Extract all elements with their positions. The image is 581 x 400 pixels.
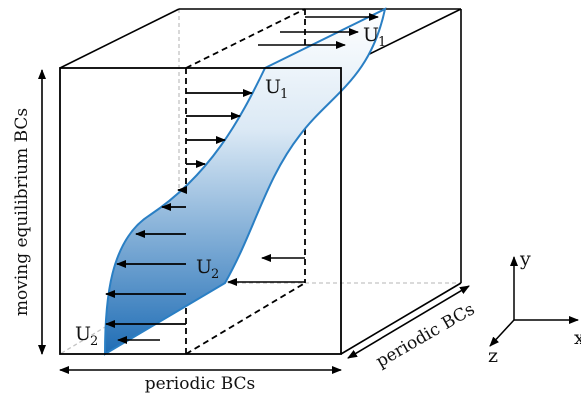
svg-text:U: U: [196, 256, 212, 278]
velocity-label-u1-front: U 1: [265, 76, 288, 102]
velocity-label-u2-back: U 2: [196, 256, 219, 282]
svg-text:1: 1: [280, 87, 288, 102]
cube-front-face: [59, 67, 342, 355]
svg-text:U: U: [363, 24, 379, 46]
velocity-profile-sheet: [103, 7, 387, 356]
front-velocity-arrows: [105, 89, 253, 328]
svg-text:U: U: [265, 76, 281, 98]
back-velocity-arrows: [117, 13, 379, 344]
coordinate-axes: [489, 256, 579, 347]
z-axis-label: z: [488, 345, 498, 367]
velocity-label-u2-front: U 2: [75, 323, 98, 349]
z-axis: [489, 319, 515, 347]
x-axis-label: x: [574, 327, 581, 349]
depth-bc-arrow: [347, 285, 470, 359]
svg-text:1: 1: [378, 35, 386, 50]
svg-text:2: 2: [211, 267, 219, 282]
depth-bc-label: periodic BCs: [373, 299, 479, 372]
svg-text:2: 2: [90, 334, 98, 349]
y-axis-label: y: [519, 248, 531, 270]
svg-text:U: U: [75, 323, 91, 345]
velocity-label-u1-back: U 1: [363, 24, 386, 50]
bottom-bc-label: periodic BCs: [145, 374, 256, 394]
vertical-bc-label: moving equilibrium BCs: [12, 108, 32, 316]
